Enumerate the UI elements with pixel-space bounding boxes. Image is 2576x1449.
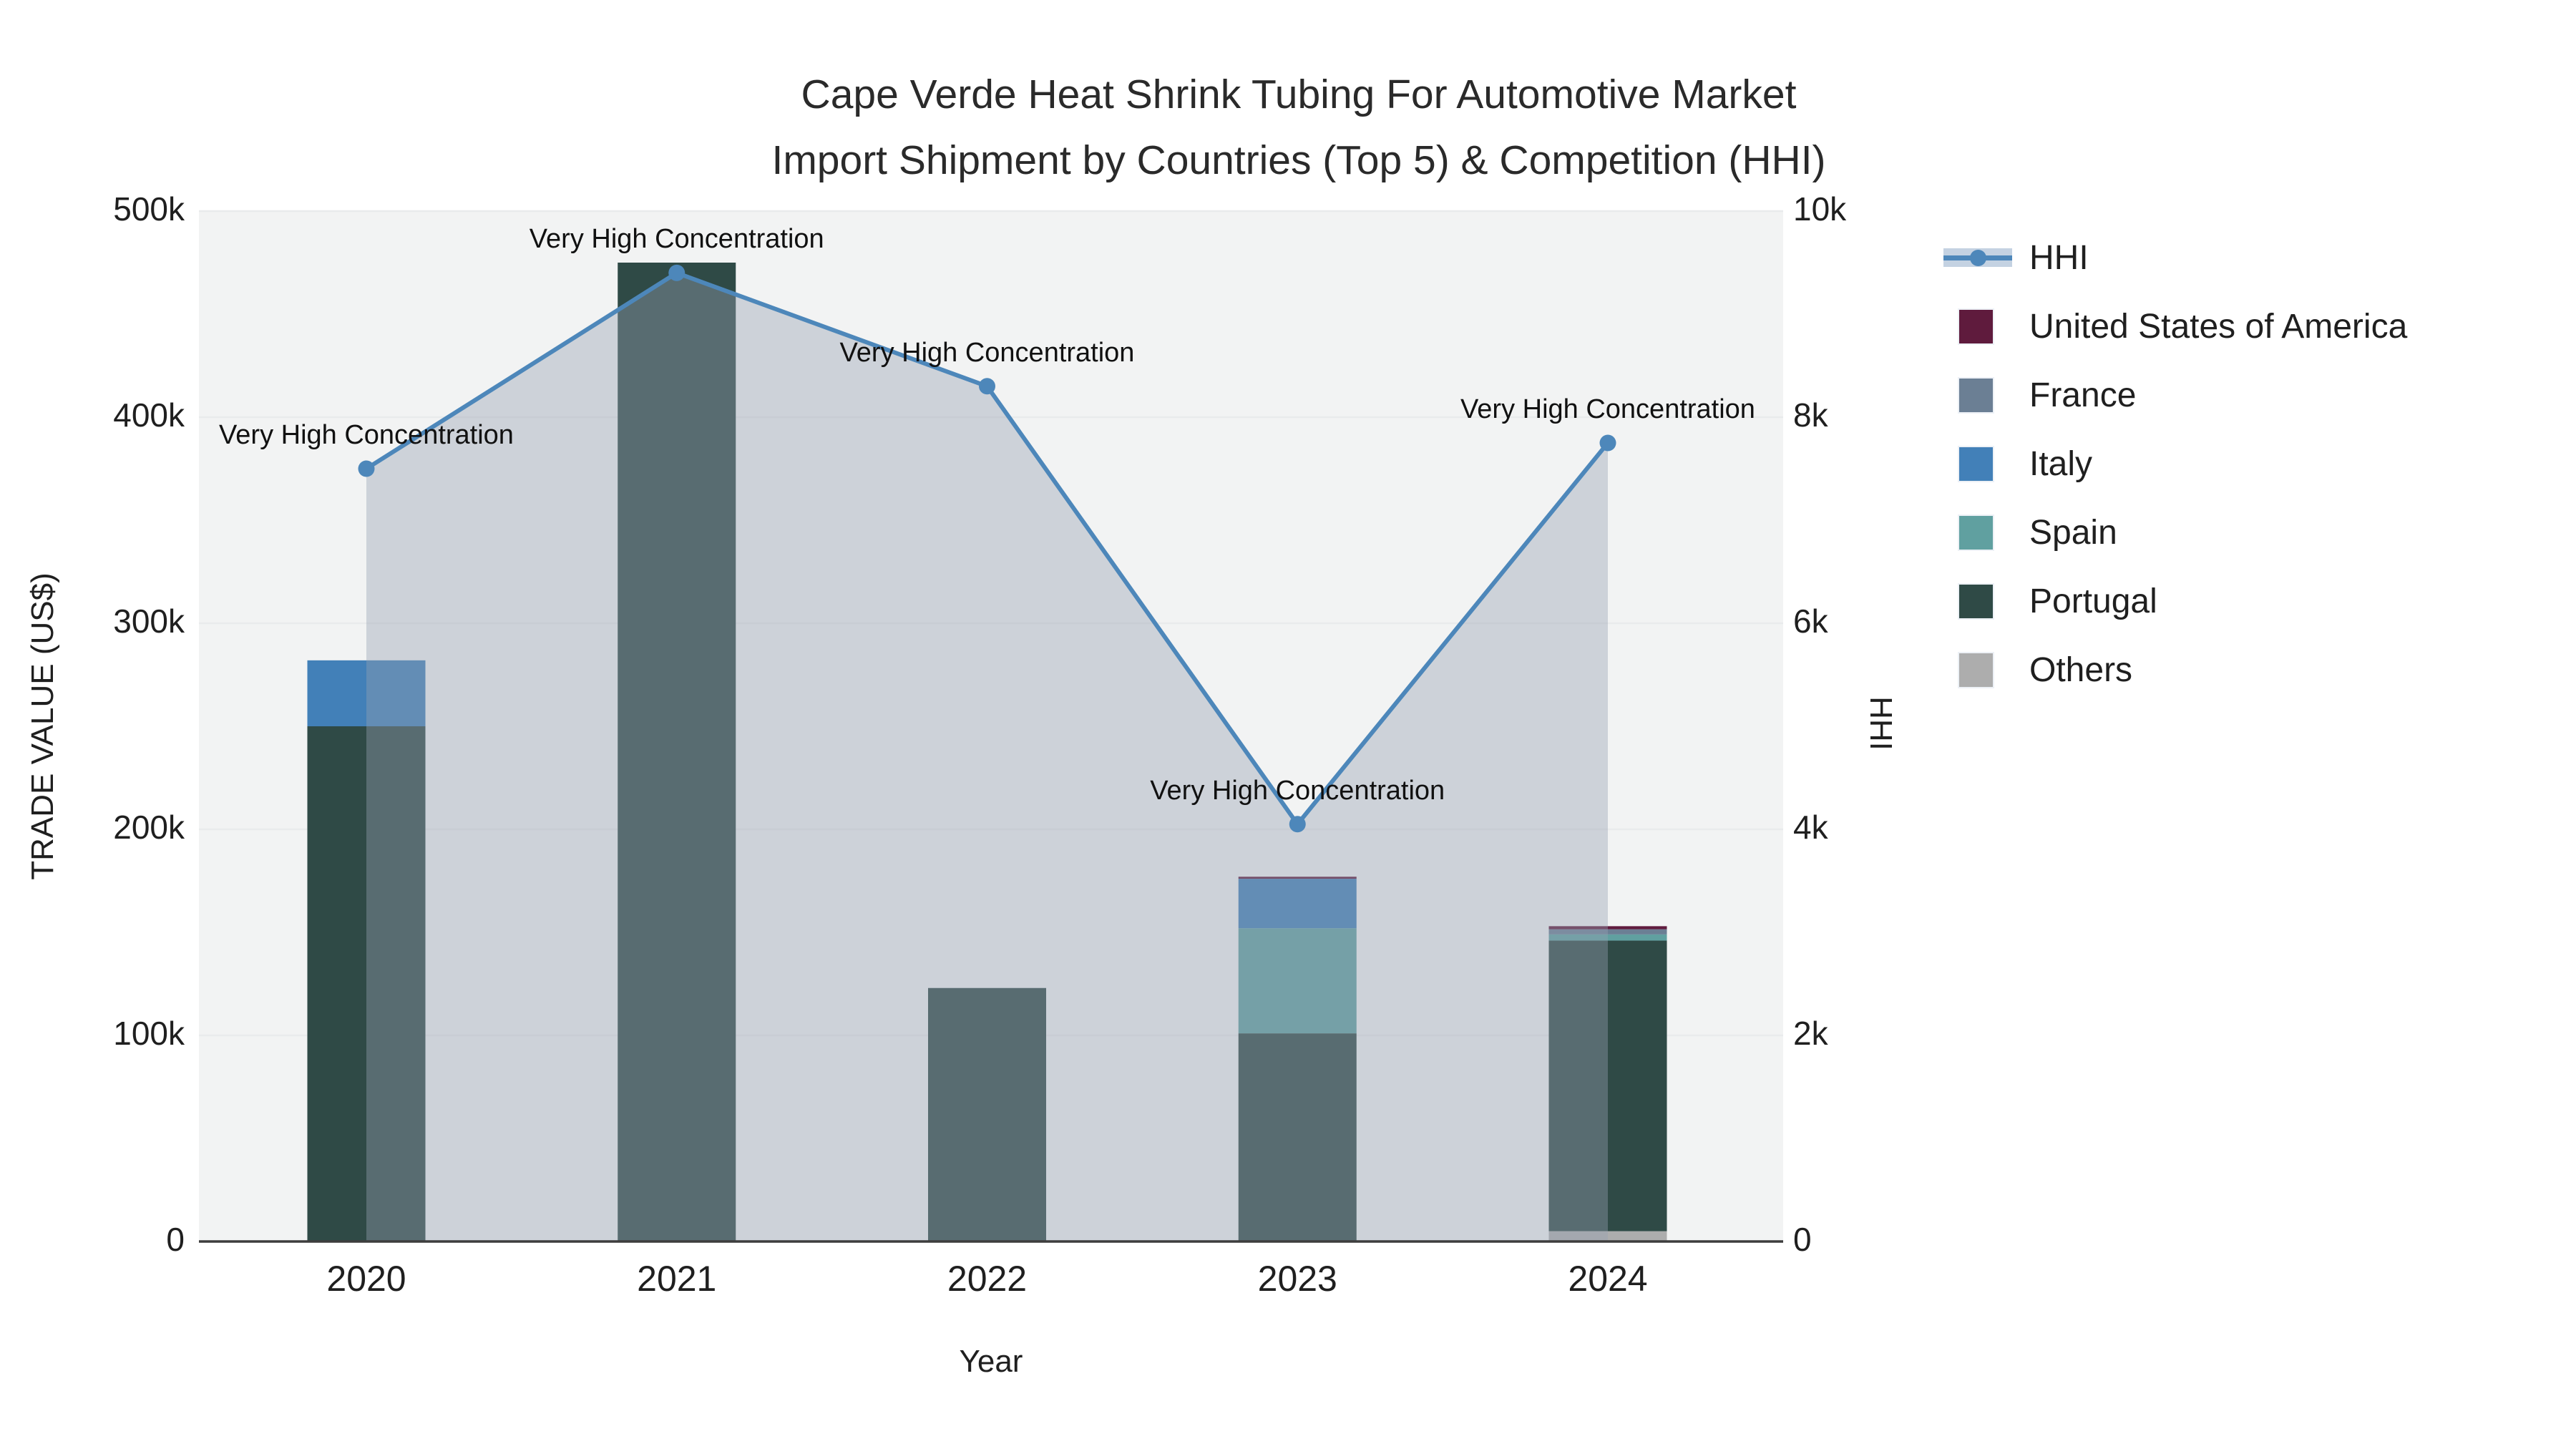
y-right-tick-8k: 8k [1793,396,1828,434]
legend-swatch-icon [1943,445,2012,482]
hhi-marker-2020[interactable] [358,460,375,477]
color-swatch [1958,514,1994,551]
bar-segment-portugal-2020[interactable] [307,726,426,1241]
bar-segment-others-2024[interactable] [1548,1231,1667,1241]
legend-swatch-icon [1943,308,2012,345]
y-axis-title-left: TRADE VALUE (US$) [25,572,60,880]
x-tick-2023: 2023 [1257,1259,1337,1299]
y-right-tick-4k: 4k [1793,809,1828,846]
chart-title-line1: Cape Verde Heat Shrink Tubing For Automo… [801,72,1797,117]
annotation-2021: Very High Concentration [529,224,824,255]
legend-label: Italy [2029,444,2093,483]
y-left-tick-0: 0 [166,1221,185,1258]
bar-segment-portugal-2021[interactable] [618,263,736,1241]
legend-swatch-icon [1943,582,2012,620]
legend-item-italy[interactable]: Italy [1943,429,2407,498]
y-left-tick-100k: 100k [113,1015,185,1052]
annotation-2020: Very High Concentration [219,420,514,450]
bar-segment-france-2024[interactable] [1548,929,1667,935]
legend-swatch-icon [1943,651,2012,688]
legend-item-france[interactable]: France [1943,361,2407,429]
y-axis-title-right: HHI [1863,696,1898,751]
legend-swatch-icon [1943,514,2012,551]
x-axis-title: Year [959,1344,1023,1379]
hhi-marker-2023[interactable] [1289,816,1306,833]
x-tick-2024: 2024 [1568,1259,1648,1299]
legend-label: France [2029,376,2137,414]
y-right-tick-0: 0 [1793,1221,1812,1258]
x-tick-2022: 2022 [947,1259,1028,1299]
chart-title: Cape Verde Heat Shrink Tubing For Automo… [771,62,1825,193]
legend: HHI United States of America France Italy Sp… [1943,223,2407,704]
bar-segment-portugal-2024[interactable] [1548,940,1667,1231]
color-swatch [1958,582,1994,620]
bar-segment-portugal-2022[interactable] [928,987,1046,1241]
y-left-tick-200k: 200k [113,809,185,846]
hhi-marker-2022[interactable] [979,378,995,395]
annotation-2024: Very High Concentration [1460,394,1755,424]
y-right-tick-6k: 6k [1793,602,1828,640]
color-swatch [1958,376,1994,414]
color-swatch [1958,445,1994,482]
legend-swatch-icon [1943,376,2012,414]
hhi-line-sample [1943,247,2012,268]
bar-segment-united-states-of-america-2024[interactable] [1548,926,1667,930]
x-tick-2021: 2021 [637,1259,717,1299]
legend-label: HHI [2029,238,2089,277]
annotation-2022: Very High Concentration [839,337,1135,368]
legend-label: Spain [2029,513,2117,552]
color-swatch [1958,308,1994,345]
bar-segment-spain-2024[interactable] [1548,934,1667,941]
legend-line-icon [1943,247,2012,268]
y-right-tick-10k: 10k [1793,190,1847,228]
y-left-tick-500k: 500k [113,190,185,228]
hhi-marker-2021[interactable] [668,264,686,281]
chart-title-line2: Import Shipment by Countries (Top 5) & C… [771,137,1826,183]
legend-label: Portugal [2029,582,2157,620]
bar-segment-italy-2020[interactable] [307,660,426,726]
legend-item-united-states-of-america[interactable]: United States of America [1943,292,2407,361]
bar-segment-spain-2023[interactable] [1238,928,1357,1034]
legend-label: United States of America [2029,307,2408,346]
bar-segment-italy-2023[interactable] [1238,879,1357,929]
color-swatch [1958,651,1994,688]
x-tick-2020: 2020 [326,1259,406,1299]
y-left-tick-300k: 300k [113,602,185,640]
bar-segment-portugal-2023[interactable] [1238,1033,1357,1241]
legend-item-others[interactable]: Others [1943,635,2407,704]
annotation-2023: Very High Concentration [1150,775,1445,806]
hhi-marker-2024[interactable] [1599,434,1616,452]
legend-item-hhi[interactable]: HHI [1943,223,2407,292]
bar-segment-united-states-of-america-2023[interactable] [1238,877,1357,879]
y-left-tick-400k: 400k [113,396,185,434]
hhi-area-fill [366,273,1608,1241]
legend-item-spain[interactable]: Spain [1943,498,2407,567]
legend-label: Others [2029,650,2133,689]
legend-item-portugal[interactable]: Portugal [1943,567,2407,635]
y-right-tick-2k: 2k [1793,1015,1828,1052]
